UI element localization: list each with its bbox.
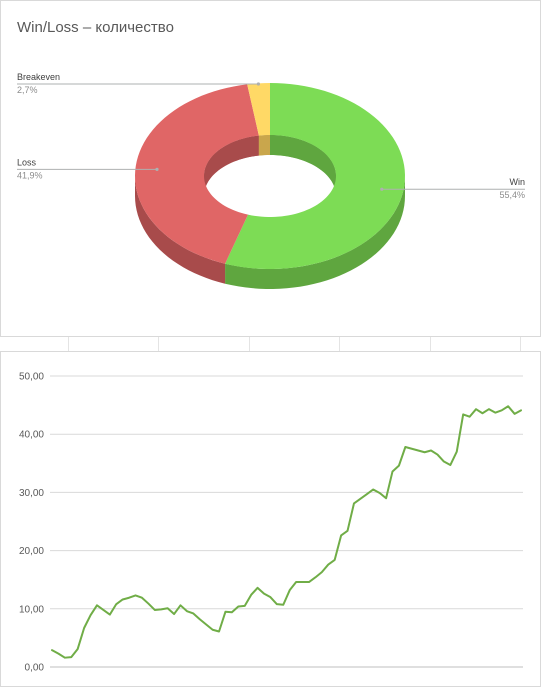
donut-chart: Win 55,4% Loss 41,9% Breakeven 2,7% (17, 72, 525, 289)
donut-outer-wall-loss (135, 176, 226, 284)
y-tick-label: 10,00 (19, 604, 44, 615)
donut-slice-breakeven[interactable] (247, 83, 270, 136)
line-chart-panel[interactable]: 0,00 10,00 20,00 30,00 40,00 50,00 (0, 351, 541, 687)
y-tick-label: 0,00 (25, 663, 45, 674)
grid-line (430, 337, 431, 351)
chart-title: Win/Loss – количество (17, 19, 174, 36)
y-tick-label: 40,00 (19, 430, 44, 441)
grid-line (520, 337, 521, 351)
grid-line (249, 337, 250, 351)
leader-dot-win (380, 187, 384, 191)
donut-outer-wall-win (225, 176, 405, 289)
grid-line (68, 337, 69, 351)
pie-chart-panel[interactable]: Win/Loss – количество Win 55,4% Loss 41,9% B… (0, 0, 541, 337)
y-tick-label: 30,00 (19, 488, 44, 499)
series-line[interactable] (51, 405, 522, 659)
donut-inner-wall-breakeven (258, 135, 270, 156)
donut-tops (135, 83, 405, 269)
slice-label-loss: Loss (17, 157, 37, 167)
slice-percent-loss: 41,9% (17, 170, 43, 180)
slice-percent-win: 55,4% (499, 190, 525, 200)
slice-label-win: Win (510, 177, 526, 187)
leader-dot-loss (155, 167, 159, 171)
sheet-grid-strip (0, 337, 541, 352)
gridlines (50, 375, 523, 668)
slice-percent-breakeven: 2,7% (17, 85, 38, 95)
line-chart: 0,00 10,00 20,00 30,00 40,00 50,00 (19, 372, 523, 674)
leader-dot-breakeven (256, 82, 260, 86)
y-axis-ticks: 0,00 10,00 20,00 30,00 40,00 50,00 (19, 372, 44, 674)
y-tick-label: 20,00 (19, 546, 44, 557)
donut-inner-wall-win (270, 135, 336, 196)
donut-slice-win[interactable] (225, 83, 405, 269)
donut-slice-loss[interactable] (135, 84, 259, 264)
y-tick-label: 50,00 (19, 372, 44, 383)
grid-line (158, 337, 159, 351)
slice-label-breakeven: Breakeven (17, 72, 60, 82)
grid-line (339, 337, 340, 351)
donut-labels: Win 55,4% Loss 41,9% Breakeven 2,7% (17, 72, 525, 200)
donut-inner-wall-loss (204, 135, 259, 196)
